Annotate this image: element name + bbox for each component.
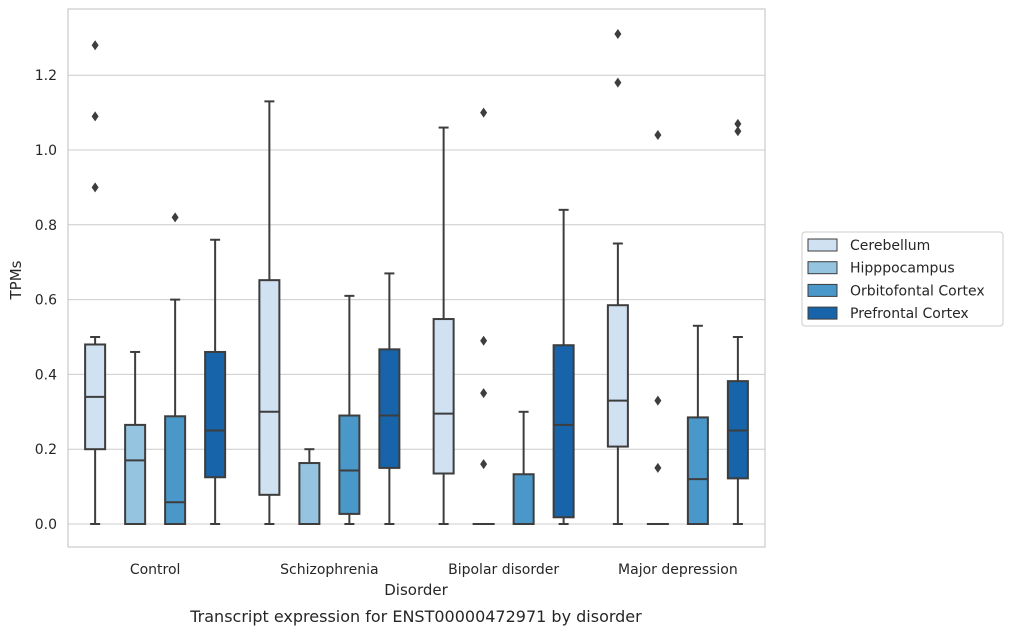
outlier-point	[654, 395, 662, 406]
outlier-point	[91, 182, 99, 193]
box-1-2	[472, 107, 495, 526]
x-tick-label: Bipolar disorder	[448, 562, 559, 578]
box-1-0	[124, 350, 147, 526]
outlier-point	[614, 77, 622, 88]
legend-frame	[801, 231, 1004, 327]
legend-label: Hipppocampus	[850, 261, 955, 277]
outlier-point	[480, 459, 488, 470]
box-iqr	[552, 344, 575, 519]
box-iqr	[204, 350, 227, 479]
box-iqr	[258, 279, 281, 496]
box-3-3	[726, 118, 749, 525]
legend-swatch	[807, 306, 838, 320]
box-iqr	[606, 304, 629, 448]
x-tick-label: Major depression	[618, 562, 738, 578]
series-cerebellum	[84, 29, 629, 525]
outlier-point	[480, 335, 488, 346]
outlier-point	[480, 388, 488, 399]
x-tick-labels: Control Schizophrenia Bipolar disorder Majo…	[130, 562, 738, 578]
box-iqr	[378, 348, 401, 469]
y-axis-label: TPMs	[7, 260, 25, 300]
outlier-point	[171, 212, 179, 223]
box-iqr	[432, 318, 455, 475]
box-2-1	[338, 294, 361, 525]
box-1-1	[298, 448, 321, 525]
outlier-point	[91, 40, 99, 51]
box-iqr	[298, 462, 321, 525]
outlier-point	[614, 29, 622, 40]
box-iqr	[124, 423, 147, 526]
outlier-point	[480, 107, 488, 118]
y-tick-label: 0.8	[35, 218, 57, 234]
legend-label: Prefrontal Cortex	[850, 306, 969, 322]
outlier-point	[654, 130, 662, 141]
box-iqr	[686, 416, 709, 525]
legend-swatch	[807, 283, 838, 297]
box-iqr	[512, 473, 535, 525]
box-0-1	[258, 100, 281, 525]
box-series	[84, 29, 749, 526]
box-2-2	[512, 410, 535, 525]
box-0-0	[84, 40, 107, 525]
y-tick-label: 1.0	[35, 143, 57, 159]
box-3-0	[204, 238, 227, 525]
y-tick-label: 0.2	[35, 442, 57, 458]
box-2-0	[164, 212, 187, 525]
outlier-point	[734, 118, 742, 129]
box-iqr	[164, 415, 187, 525]
y-tick-labels: 0.0 0.2 0.4 0.6 0.8 1.0 1.2	[35, 68, 57, 533]
outlier-point	[91, 111, 99, 122]
legend-swatch	[807, 261, 838, 275]
legend: Cerebellum Hipppocampus Orbitofontal Corte…	[801, 231, 1004, 327]
chart-caption: Transcript expression for ENST0000047297…	[189, 607, 642, 626]
box-0-3	[606, 29, 629, 525]
box-0-2	[432, 126, 455, 525]
box-3-1	[378, 272, 401, 525]
legend-label: Cerebellum	[850, 238, 930, 254]
x-tick-label: Control	[130, 562, 181, 578]
box-iqr	[338, 414, 361, 515]
y-tick-label: 0.0	[35, 517, 57, 533]
box-3-2	[552, 208, 575, 525]
x-tick-label: Schizophrenia	[280, 562, 378, 578]
outlier-point	[734, 126, 742, 137]
series-prefrontal-cortex	[204, 118, 749, 525]
legend-swatch	[807, 238, 838, 252]
plot-frame	[67, 8, 766, 548]
box-2-3	[686, 324, 709, 525]
box-1-3	[646, 130, 669, 526]
series-hipppocampus	[124, 107, 669, 526]
y-tick-label: 0.6	[35, 293, 57, 309]
y-tick-label: 0.4	[35, 367, 57, 383]
y-tick-label: 1.2	[35, 68, 57, 84]
series-orbitofontal-cortex	[164, 212, 709, 525]
legend-label: Orbitofontal Cortex	[850, 283, 985, 299]
outlier-point	[654, 462, 662, 473]
x-axis-label: Disorder	[384, 581, 448, 599]
